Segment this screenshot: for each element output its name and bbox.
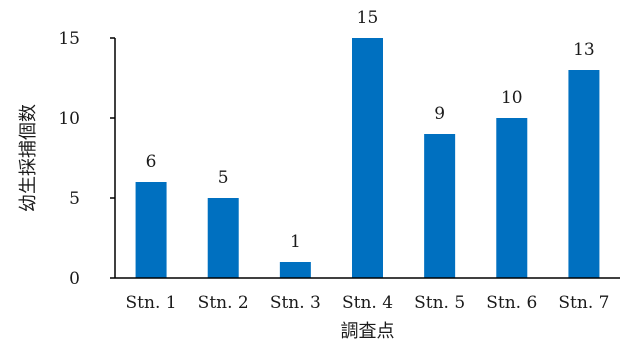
y-tick-label-3: 15	[58, 29, 80, 49]
bar-1	[135, 182, 167, 278]
x-tick-label-4: Stn. 4	[342, 293, 393, 313]
bar-5	[424, 134, 456, 278]
y-ticks-group: 0 5 10 15	[58, 29, 115, 289]
x-ticks-group: Stn. 1 Stn. 2 Stn. 3 Stn. 4 Stn. 5 Stn. 6 Stn.…	[126, 293, 610, 313]
data-label-4: 15	[357, 8, 379, 28]
bar-3	[279, 262, 311, 278]
x-tick-label-5: Stn. 5	[414, 293, 465, 313]
data-label-5: 9	[434, 104, 445, 124]
data-label-2: 5	[218, 168, 229, 188]
y-tick-label-2: 10	[58, 109, 80, 129]
data-label-3: 1	[290, 232, 301, 252]
bar-7	[568, 70, 600, 278]
x-tick-label-3: Stn. 3	[270, 293, 321, 313]
bar-2	[207, 198, 239, 278]
y-axis-label: 幼生採捕個数	[18, 104, 39, 212]
data-labels-group: 6 5 1 15 9 10 13	[146, 8, 595, 252]
bars-group	[135, 38, 600, 278]
x-axis-label: 調査点	[341, 321, 395, 342]
x-tick-label-6: Stn. 6	[486, 293, 537, 313]
bar-4	[352, 38, 383, 278]
bar-6	[496, 118, 528, 278]
data-label-1: 6	[146, 152, 157, 172]
data-label-7: 13	[573, 40, 595, 60]
y-tick-label-1: 5	[69, 189, 80, 209]
x-tick-label-7: Stn. 7	[558, 293, 609, 313]
data-label-6: 10	[501, 88, 523, 108]
x-tick-label-1: Stn. 1	[126, 293, 177, 313]
y-tick-label-0: 0	[69, 269, 80, 289]
x-tick-label-2: Stn. 2	[198, 293, 249, 313]
